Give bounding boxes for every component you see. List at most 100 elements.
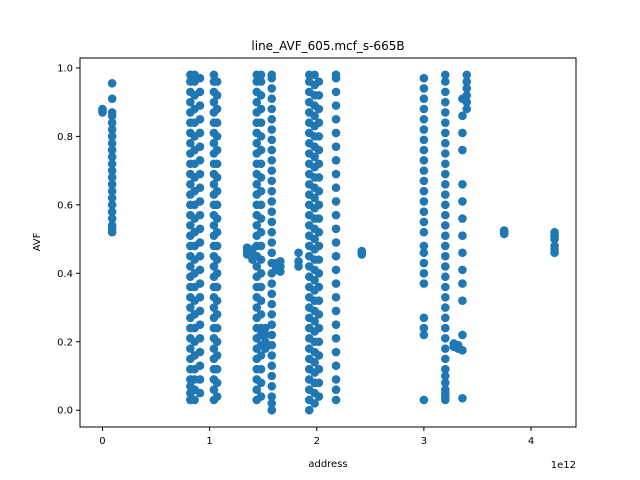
data-point [331, 128, 341, 138]
data-point [195, 265, 205, 275]
data-point [252, 262, 262, 271]
y-tick-label: 0.2 [57, 337, 73, 348]
data-point [331, 334, 341, 343]
data-point [261, 323, 270, 333]
data-point [267, 340, 277, 350]
data-point [331, 395, 341, 405]
data-point [107, 173, 117, 182]
data-point [314, 77, 324, 86]
data-point [441, 108, 450, 117]
data-point [314, 378, 324, 388]
data-point [441, 77, 450, 86]
data-point [252, 385, 262, 394]
data-point [209, 344, 219, 353]
data-point [499, 226, 509, 235]
data-point [310, 316, 319, 326]
data-point [212, 337, 222, 347]
data-point [195, 334, 205, 343]
data-point [267, 351, 277, 360]
data-point [314, 323, 324, 333]
data-point [212, 323, 222, 333]
data-point [186, 97, 195, 107]
data-point [267, 361, 277, 371]
data-point [458, 111, 467, 121]
data-point [195, 224, 205, 234]
data-point [441, 159, 450, 169]
data-point [419, 73, 429, 83]
data-point [310, 275, 319, 285]
data-point [314, 91, 324, 100]
data-point [212, 282, 222, 292]
data-point [441, 303, 450, 312]
data-point [256, 364, 266, 374]
data-point [458, 393, 467, 403]
data-point [310, 70, 319, 80]
data-point [209, 138, 219, 148]
data-point [209, 180, 219, 189]
data-point [331, 101, 341, 110]
data-point [209, 70, 219, 80]
data-point [331, 347, 341, 357]
data-point [331, 361, 341, 371]
data-point [331, 224, 341, 234]
data-point [107, 94, 117, 104]
data-point [441, 344, 450, 353]
data-point [419, 330, 429, 340]
data-point [419, 217, 429, 227]
data-point [212, 159, 222, 169]
data-point [419, 227, 429, 237]
data-point [195, 306, 205, 316]
data-point [267, 166, 277, 175]
data-point [212, 91, 222, 100]
data-point [267, 289, 277, 299]
data-point [419, 323, 429, 333]
plot-frame [79, 57, 577, 428]
data-point [195, 101, 205, 110]
data-point [441, 292, 450, 302]
data-point [252, 221, 262, 230]
data-point [331, 385, 341, 394]
data-point [419, 135, 429, 145]
data-point [107, 132, 117, 141]
data-point [212, 145, 222, 155]
data-point [458, 145, 467, 155]
data-point [267, 381, 277, 391]
data-point [462, 77, 472, 86]
data-point [462, 84, 472, 93]
data-point [419, 94, 429, 104]
data-point [331, 320, 341, 329]
data-point [419, 395, 429, 405]
data-point [256, 310, 266, 319]
data-point [267, 197, 277, 206]
data-point [458, 265, 467, 275]
data-point [419, 156, 429, 165]
data-point [252, 97, 262, 107]
data-point [107, 180, 117, 189]
data-point [267, 70, 277, 80]
data-point [441, 262, 450, 271]
data-point [441, 241, 450, 251]
data-point [256, 159, 266, 169]
data-point [195, 361, 205, 371]
data-point [252, 180, 262, 189]
data-point [107, 138, 117, 148]
data-point [256, 227, 266, 237]
data-point [441, 371, 450, 381]
data-point [267, 156, 277, 165]
data-point [419, 207, 429, 216]
data-point [304, 405, 314, 415]
data-point [331, 251, 341, 261]
data-point [331, 265, 341, 275]
data-point [458, 231, 467, 240]
data-point [419, 248, 429, 258]
data-point [212, 296, 222, 305]
data-point [458, 128, 467, 138]
data-point [314, 364, 324, 374]
data-point [441, 378, 450, 388]
data-point [256, 186, 266, 196]
data-point [314, 214, 324, 223]
data-point [314, 104, 324, 114]
data-point [186, 344, 195, 353]
data-point [267, 320, 277, 329]
data-point [195, 87, 205, 97]
